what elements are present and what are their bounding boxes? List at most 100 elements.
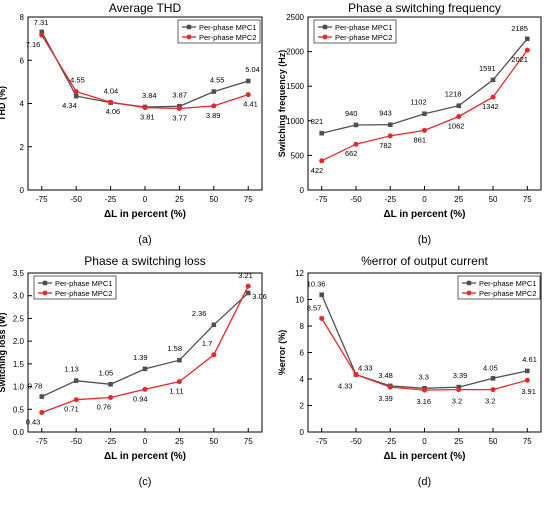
x-tick-label: 50	[489, 437, 498, 446]
data-point-mpc1	[490, 376, 496, 381]
data-label-mpc2: 2021	[511, 55, 528, 64]
legend-entry: Per-phase MPC2	[479, 289, 537, 298]
x-tick-label: -25	[384, 195, 396, 204]
x-tick-label: -75	[316, 437, 328, 446]
data-point-mpc2	[319, 315, 325, 321]
data-point-mpc1	[108, 382, 113, 387]
x-tick-label: 0	[143, 437, 148, 446]
legend-box	[457, 275, 541, 300]
x-axis-label: ΔL in percent (%)	[383, 209, 465, 220]
data-label-mpc2: 3.91	[521, 387, 536, 396]
data-label-mpc2: 4.06	[106, 107, 121, 116]
data-point-mpc2	[108, 394, 114, 400]
y-tick-label: 1000	[286, 117, 304, 126]
data-label-mpc1: 3.48	[378, 371, 393, 380]
data-label-mpc2: 662	[345, 149, 358, 158]
data-label-mpc1: 4.61	[522, 355, 537, 364]
y-tick-label: 4	[20, 100, 25, 109]
data-point-mpc1	[422, 111, 427, 117]
data-point-mpc2	[176, 379, 182, 385]
legend-entry: Per-phase MPC1	[479, 279, 537, 288]
data-point-mpc1	[142, 366, 148, 372]
panel-label: (c)	[139, 476, 152, 488]
x-tick-label: 50	[489, 195, 498, 204]
data-label-mpc1: 10.36	[307, 280, 326, 289]
data-label-mpc2: 422	[311, 166, 324, 175]
x-tick-label: 25	[175, 195, 184, 204]
data-point-mpc2	[73, 89, 79, 95]
y-axis-label: Switching frequency (Hz)	[277, 50, 287, 158]
data-label-mpc1: 1.39	[133, 353, 148, 362]
x-tick-label: -25	[105, 195, 117, 204]
x-tick-label: -25	[384, 437, 396, 446]
data-label-mpc2: 1.7	[202, 339, 212, 348]
y-tick-label: 1.5	[13, 360, 25, 369]
data-point-mpc2	[456, 387, 462, 393]
data-label-mpc2: 1.11	[169, 387, 183, 396]
x-tick-label: 0	[422, 195, 427, 204]
x-tick-label: 0	[422, 437, 427, 446]
y-tick-label: 8	[300, 322, 305, 331]
series-line-mpc1	[321, 38, 528, 134]
x-axis-label: ΔL in percent (%)	[104, 209, 186, 220]
x-tick-label: 25	[454, 437, 463, 446]
data-label-mpc2: 3.2	[452, 397, 462, 406]
y-axis-label: THD (%)	[0, 86, 7, 121]
panel-label: (a)	[138, 234, 151, 246]
data-point-mpc1	[456, 384, 462, 390]
data-point-mpc1	[177, 357, 182, 363]
data-label-mpc2: 1342	[482, 102, 499, 111]
y-tick-label: 8	[20, 13, 25, 22]
data-label-mpc2: 3.81	[140, 113, 155, 122]
data-point-mpc2	[176, 105, 182, 111]
data-label-mpc1: 3.3	[419, 372, 429, 381]
data-point-mpc2	[39, 409, 45, 415]
chart-title: Average THD	[109, 1, 182, 15]
data-point-mpc2	[73, 397, 79, 403]
data-label-mpc2: 0.71	[64, 405, 79, 414]
data-label-mpc2: 0.43	[26, 417, 41, 426]
data-point-mpc2	[490, 387, 496, 393]
panel-label: (b)	[418, 234, 431, 246]
x-tick-label: -50	[70, 437, 82, 446]
x-tick-label: -75	[316, 195, 328, 204]
y-tick-label: 2000	[286, 48, 304, 57]
data-point-mpc2	[353, 141, 359, 147]
legend-entry: Per-phase MPC1	[55, 279, 113, 288]
y-tick-label: 6	[20, 56, 25, 65]
legend-marker	[322, 34, 328, 40]
legend-box	[313, 19, 397, 44]
data-label-mpc2: 861	[414, 135, 427, 144]
legend-marker	[186, 34, 192, 40]
y-axis-label: Switching loss (W)	[0, 312, 7, 392]
data-label-mpc1: 821	[311, 117, 324, 126]
y-tick-label: 4	[300, 375, 305, 384]
data-point-mpc2	[39, 32, 45, 38]
data-label-mpc1: 3.84	[142, 91, 157, 100]
y-tick-label: 3.0	[13, 292, 25, 301]
data-label-mpc2: 3.16	[417, 397, 432, 406]
data-label-mpc1: 1.58	[167, 344, 182, 353]
data-label-mpc1: 1218	[445, 90, 462, 99]
y-tick-label: 2.0	[13, 337, 25, 346]
data-point-mpc2	[319, 158, 325, 164]
data-label-mpc1: 2.36	[192, 309, 207, 318]
y-tick-label: 2500	[286, 13, 304, 22]
data-label-mpc2: 3.89	[206, 111, 221, 120]
data-point-mpc2	[456, 114, 462, 120]
data-point-mpc2	[524, 377, 530, 383]
data-point-mpc1	[73, 93, 79, 99]
data-label-mpc1: 940	[345, 109, 358, 118]
data-label-mpc1: 2185	[511, 24, 528, 33]
y-tick-label: 0.5	[13, 405, 25, 414]
x-tick-label: -75	[36, 195, 48, 204]
chart-title: %error of output current	[361, 254, 488, 268]
data-point-mpc2	[422, 387, 427, 393]
y-tick-label: 2.5	[13, 314, 25, 323]
data-point-mpc1	[73, 378, 79, 383]
chart-panel-d: %error of output current -75 -50 -25 0 25 50 75…	[277, 254, 542, 488]
